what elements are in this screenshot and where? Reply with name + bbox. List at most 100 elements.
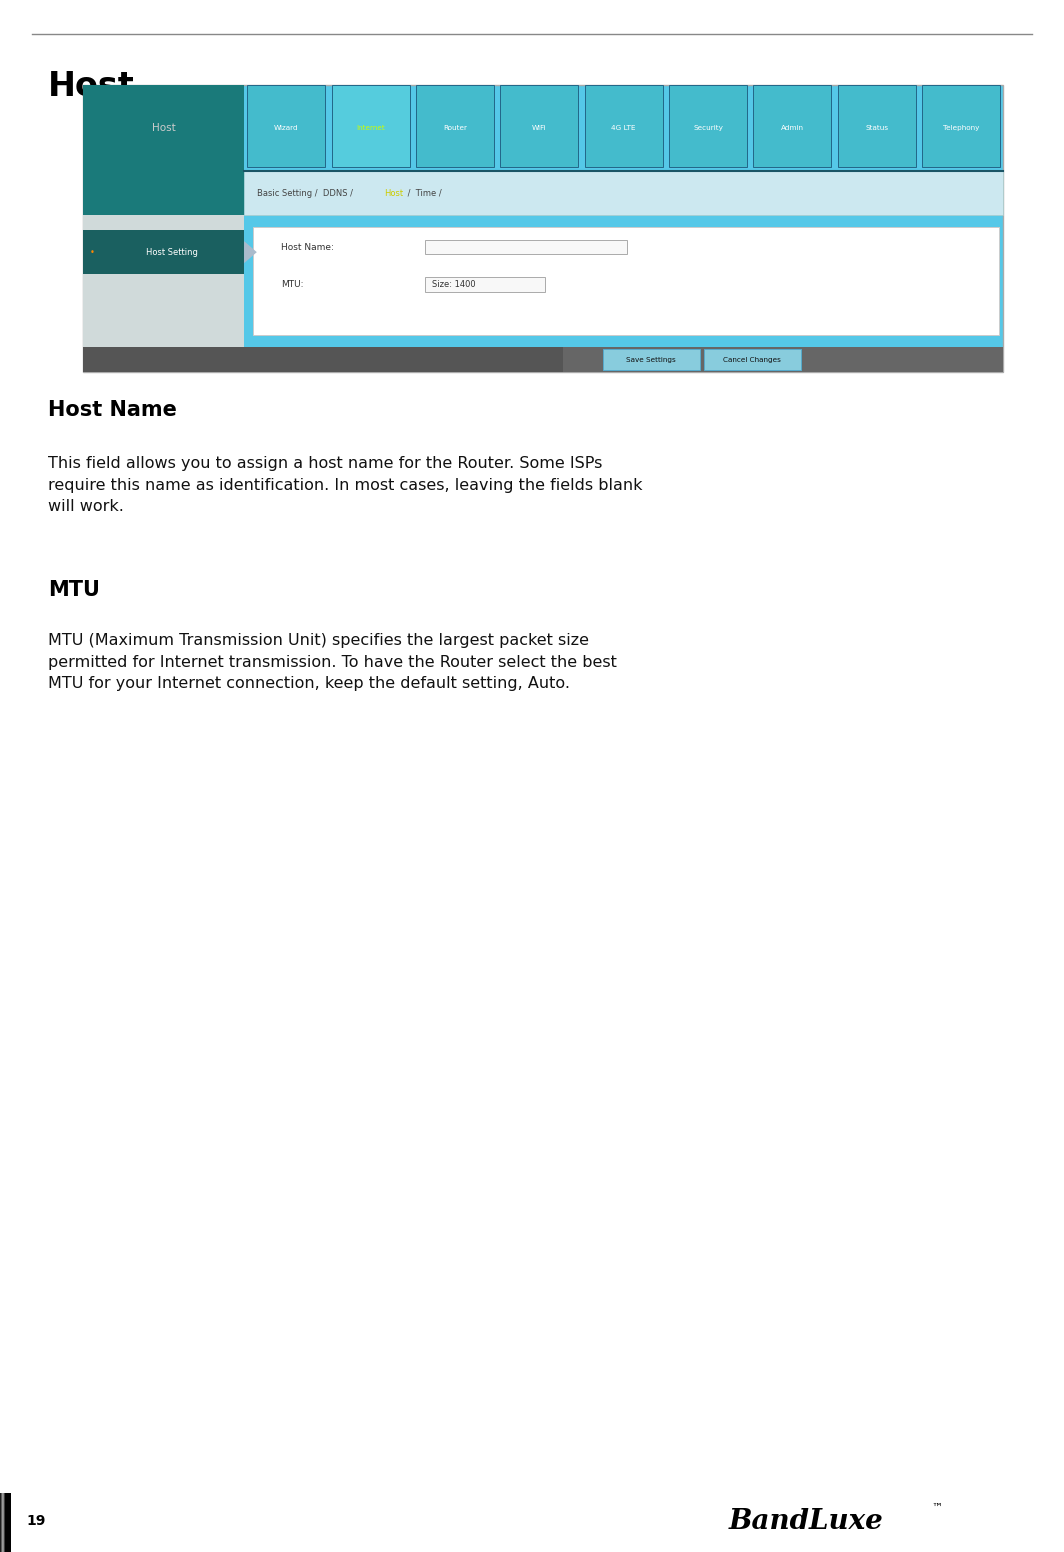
Bar	[4, 1493, 10, 1552]
Bar	[1, 1493, 6, 1552]
Bar	[4, 1493, 10, 1552]
Bar	[1, 1493, 6, 1552]
Bar	[83, 85, 244, 372]
Bar	[0, 1493, 5, 1552]
Bar	[4, 1493, 10, 1552]
Bar	[2, 1493, 7, 1552]
Bar	[0, 1493, 5, 1552]
Bar	[244, 172, 1003, 214]
Bar	[0, 1493, 5, 1552]
Bar	[83, 214, 244, 372]
Bar	[3, 1493, 9, 1552]
Text: Basic Setting /  DDNS /: Basic Setting / DDNS /	[256, 188, 359, 197]
Bar	[4, 1493, 10, 1552]
Bar	[1, 1493, 6, 1552]
Bar	[4, 1493, 10, 1552]
Bar	[1, 1493, 6, 1552]
Bar	[5, 1493, 11, 1552]
Bar	[4, 1493, 10, 1552]
Bar	[247, 85, 326, 166]
Bar	[4, 1493, 10, 1552]
Bar	[3, 1493, 9, 1552]
Bar	[0, 1493, 5, 1552]
Bar	[922, 85, 1000, 166]
Bar	[2, 1493, 7, 1552]
Bar	[1, 1493, 6, 1552]
Bar	[416, 85, 494, 166]
Bar	[2, 1493, 7, 1552]
Bar	[0, 1493, 5, 1552]
Bar	[1, 1493, 6, 1552]
Bar	[3, 1493, 9, 1552]
Bar	[3, 1493, 9, 1552]
Bar	[0, 1493, 5, 1552]
Bar	[1, 1493, 6, 1552]
Bar	[704, 349, 800, 371]
Bar	[4, 1493, 10, 1552]
Bar	[1, 1493, 6, 1552]
Bar	[4, 1493, 10, 1552]
Bar	[5, 1493, 11, 1552]
Text: •: •	[89, 248, 95, 256]
Bar	[5, 1493, 11, 1552]
Bar	[3, 1493, 9, 1552]
Bar	[5, 1493, 11, 1552]
Bar	[1, 1493, 6, 1552]
Bar	[2, 1493, 7, 1552]
Bar	[3, 1493, 9, 1552]
Bar	[4, 1493, 10, 1552]
Bar	[3, 1493, 9, 1552]
Bar	[3, 1493, 9, 1552]
Bar	[3, 1493, 9, 1552]
Bar	[3, 1493, 9, 1552]
Bar	[3, 1493, 9, 1552]
Bar	[0, 1493, 5, 1552]
Text: WiFi: WiFi	[532, 126, 547, 132]
Bar	[2, 1493, 7, 1552]
Bar	[2, 1493, 7, 1552]
Bar	[2, 1493, 7, 1552]
Bar	[1, 1493, 6, 1552]
Bar	[3, 1493, 9, 1552]
Text: MTU:: MTU:	[281, 279, 304, 289]
Bar	[5, 1493, 11, 1552]
Bar	[4, 1493, 10, 1552]
Bar	[1, 1493, 6, 1552]
Text: Internet: Internet	[356, 126, 385, 132]
Text: Security: Security	[693, 126, 724, 132]
Bar	[3, 1493, 9, 1552]
Bar	[0, 1493, 5, 1552]
Text: Host Setting: Host Setting	[146, 248, 198, 256]
Bar	[1, 1493, 6, 1552]
Bar	[2, 1493, 7, 1552]
Bar	[1, 1493, 6, 1552]
Bar	[2, 1493, 7, 1552]
Bar	[0, 1493, 5, 1552]
Bar	[3, 1493, 9, 1552]
Bar	[4, 1493, 10, 1552]
Bar	[0, 1493, 5, 1552]
Text: Wizard: Wizard	[273, 126, 299, 132]
Bar	[1, 1493, 6, 1552]
Text: Host: Host	[48, 70, 135, 102]
Bar	[2, 1493, 7, 1552]
Bar	[4, 1493, 10, 1552]
Bar	[2, 1493, 7, 1552]
Bar	[4, 1493, 10, 1552]
Bar	[5, 1493, 11, 1552]
Bar	[425, 241, 628, 255]
Bar	[4, 1493, 10, 1552]
Bar	[1, 1493, 6, 1552]
Bar	[1, 1493, 6, 1552]
Bar	[3, 1493, 9, 1552]
Bar	[3, 1493, 9, 1552]
Bar	[2, 1493, 7, 1552]
Bar	[1, 1493, 6, 1552]
Bar	[5, 1493, 11, 1552]
Bar	[4, 1493, 10, 1552]
Bar	[2, 1493, 7, 1552]
Bar	[5, 1493, 11, 1552]
Bar	[2, 1493, 7, 1552]
Bar	[4, 1493, 10, 1552]
Bar	[4, 1493, 10, 1552]
